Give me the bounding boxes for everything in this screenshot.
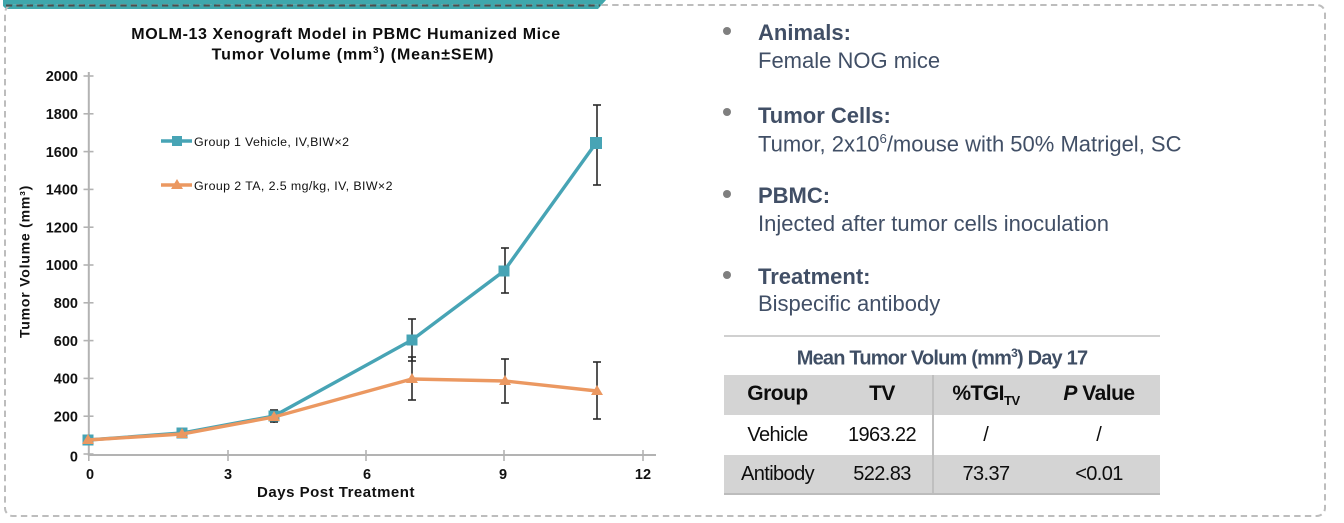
svg-text:1600: 1600	[46, 145, 78, 161]
svg-text:9: 9	[499, 467, 507, 483]
svg-text:Group 2 TA, 2.5 mg/kg, IV, BIW: Group 2 TA, 2.5 mg/kg, IV, BIW×2	[194, 179, 393, 193]
svg-text:800: 800	[54, 296, 78, 312]
svg-text:Group 1 Vehicle, IV,BIW×2: Group 1 Vehicle, IV,BIW×2	[194, 135, 349, 149]
svg-text:0: 0	[70, 450, 78, 466]
svg-text:Days Post Treatment: Days Post Treatment	[257, 484, 415, 501]
svg-text:1200: 1200	[46, 220, 78, 236]
svg-text:2000: 2000	[46, 69, 78, 85]
svg-text:1000: 1000	[46, 258, 78, 274]
svg-text:12: 12	[635, 467, 651, 483]
svg-text:6: 6	[363, 467, 371, 483]
svg-text:200: 200	[54, 409, 78, 425]
svg-text:400: 400	[54, 372, 78, 388]
svg-text:0: 0	[86, 467, 94, 483]
svg-text:1800: 1800	[46, 107, 78, 123]
svg-text:600: 600	[54, 334, 78, 350]
svg-text:3: 3	[224, 467, 232, 483]
svg-text:Tumor Volume (mm³): Tumor Volume (mm³)	[17, 185, 33, 338]
svg-text:1400: 1400	[46, 183, 78, 199]
